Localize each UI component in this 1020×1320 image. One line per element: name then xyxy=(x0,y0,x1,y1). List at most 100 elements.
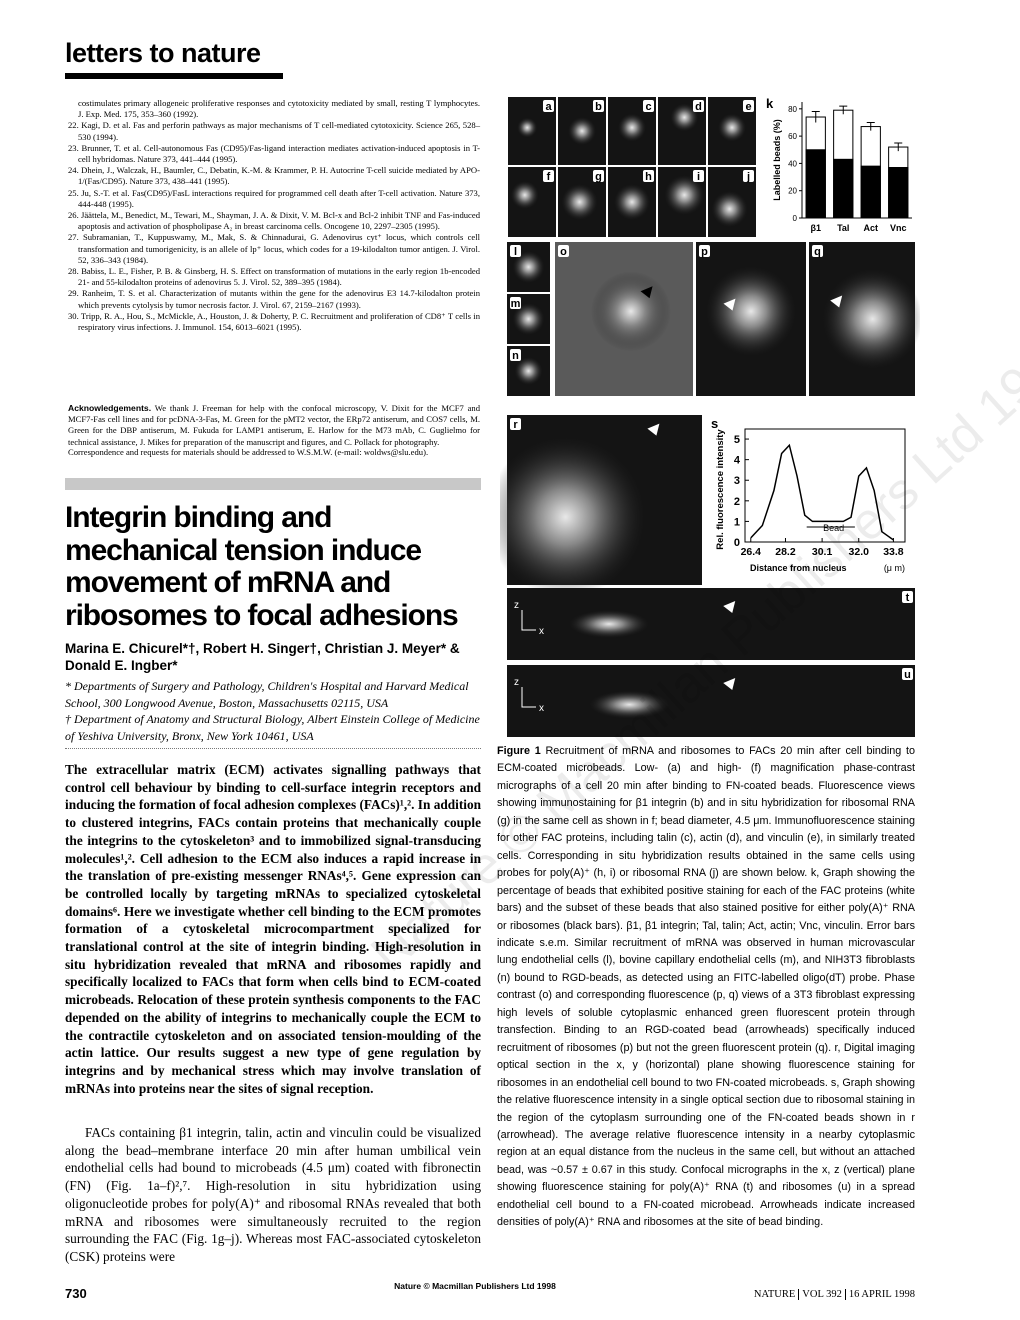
panel-label-box xyxy=(643,170,654,182)
panel-label: c xyxy=(645,101,651,113)
axis-glyph xyxy=(521,687,536,708)
panel-label-box xyxy=(543,170,554,182)
axis-letter: x xyxy=(539,703,544,714)
panel-label: u xyxy=(904,669,911,681)
y-tick-label: 40 xyxy=(788,159,797,168)
panel-label-box xyxy=(543,100,554,112)
x-tick-label: β1 xyxy=(811,223,822,233)
cell-signal xyxy=(718,113,746,142)
affiliation: * Departments of Surgery and Pathology, … xyxy=(65,679,469,710)
title-line: ribosomes to focal adhesions xyxy=(65,598,459,632)
affiliation: † Department of Anatomy and Structural B… xyxy=(65,712,480,743)
panel-label-box xyxy=(693,100,704,112)
panel-label: o xyxy=(560,246,567,258)
panel-label: t xyxy=(906,592,910,604)
x-axis-label: Distance from nucleus xyxy=(750,563,847,573)
cell-signal xyxy=(589,690,670,719)
cell-signal xyxy=(517,117,538,138)
x-tick-label: Vnc xyxy=(890,223,907,233)
panel-label-box xyxy=(743,100,754,112)
divider xyxy=(65,748,481,749)
x-tick-label: 30.1 xyxy=(812,546,833,558)
panel-label: b xyxy=(595,101,602,113)
arrowhead xyxy=(640,286,653,299)
y-tick-label: 4 xyxy=(734,455,741,467)
panel-label-box xyxy=(558,245,569,257)
panel-label: h xyxy=(645,171,652,183)
caption-text: Recruitment of mRNA and ribosomes to FAC… xyxy=(497,745,916,1229)
date: 16 APRIL 1998 xyxy=(848,1289,915,1300)
title-line: Integrin binding and xyxy=(65,501,332,534)
x-tick-label: 28.2 xyxy=(775,546,796,558)
y-tick-label: 60 xyxy=(788,132,797,141)
cell-signal xyxy=(510,181,539,209)
panel-label-box xyxy=(699,245,710,257)
error-bar xyxy=(839,105,848,115)
panel-label-box xyxy=(593,170,604,182)
journal-line: NATURE VOL 392 16 APRIL 1998 xyxy=(754,1289,915,1300)
panel-label: n xyxy=(512,350,519,362)
title-line: movement of mRNA and xyxy=(65,566,391,599)
reference: 26. Jäättela, M., Benedict, M., Tewari, … xyxy=(68,210,480,232)
authors: Marina E. Chicurel*†, Robert H. Singer†,… xyxy=(65,641,460,673)
x-tick-label: 33.8 xyxy=(883,546,904,558)
panel-label-box xyxy=(902,668,913,680)
cell-signal xyxy=(822,269,920,369)
axis-letter: z xyxy=(514,600,519,611)
axis-glyph xyxy=(521,610,536,631)
cell-signal xyxy=(664,175,705,215)
y-axis-label: Rel. fluorescence intensity xyxy=(715,429,726,550)
cell-signal xyxy=(614,184,650,220)
volume: VOL 392 xyxy=(802,1289,842,1300)
bar xyxy=(860,165,881,219)
panel-label: g xyxy=(595,171,602,183)
cell-signal xyxy=(706,266,796,357)
panel-label: q xyxy=(814,246,821,258)
panel-label-box xyxy=(643,100,654,112)
error-bar xyxy=(894,142,903,152)
header-rule xyxy=(65,73,283,79)
bar xyxy=(805,149,826,219)
panel-label-box xyxy=(510,418,521,430)
cell-signal xyxy=(500,437,646,597)
references: costimulates primary allogeneic prolifer… xyxy=(68,98,480,333)
arrowhead xyxy=(830,295,843,308)
panel-label-box xyxy=(812,245,823,257)
section-header: letters to nature xyxy=(65,38,261,68)
plot-frame xyxy=(744,428,906,543)
panel-label-box xyxy=(593,100,604,112)
reference: 23. Brunner, T. et al. Cell-autonomous F… xyxy=(68,142,480,165)
y-tick-label: 80 xyxy=(788,105,797,114)
panel-label-box xyxy=(510,245,521,257)
y-axis-label: Labelled beads (%) xyxy=(772,119,782,201)
cell-signal xyxy=(561,184,598,220)
cell-signal xyxy=(670,103,699,132)
bar xyxy=(888,167,909,219)
error-bar xyxy=(866,121,875,131)
reference: 22. Kagi, D. et al. Fas and perforin pat… xyxy=(68,120,480,142)
panel-label-box xyxy=(510,297,521,309)
panel-label: i xyxy=(697,171,700,183)
y-tick-label: 1 xyxy=(734,516,740,528)
cell-signal xyxy=(590,271,671,352)
reference: 28. Babiss, L. E., Fisher, P. B. & Ginsb… xyxy=(68,266,480,288)
reference: 25. Ju, S.-T. et al. Fas(CD95)/FasL inte… xyxy=(68,187,480,209)
panel-label: p xyxy=(701,246,708,258)
micrograph xyxy=(507,588,915,660)
panel-label: k xyxy=(766,96,774,111)
panel-label: j xyxy=(746,171,750,183)
cell-signal xyxy=(514,357,543,385)
y-tick-label: 20 xyxy=(788,187,797,196)
page-number: 730 xyxy=(65,1286,87,1301)
x-axis-unit: (μ m) xyxy=(884,563,905,573)
axis-letter: x xyxy=(539,626,544,637)
cell-signal xyxy=(618,113,646,142)
ack-text: We thank J. Freeman for help with the co… xyxy=(68,403,480,447)
panel-label: r xyxy=(513,419,518,431)
panel-label: a xyxy=(545,101,552,113)
panel-label-box xyxy=(693,170,704,182)
cell-signal xyxy=(711,191,748,227)
arrowhead xyxy=(723,601,736,613)
figure-caption: Figure 1 Recruitment of mRNA and ribosom… xyxy=(497,743,915,1232)
y-tick-label: 0 xyxy=(793,214,798,223)
